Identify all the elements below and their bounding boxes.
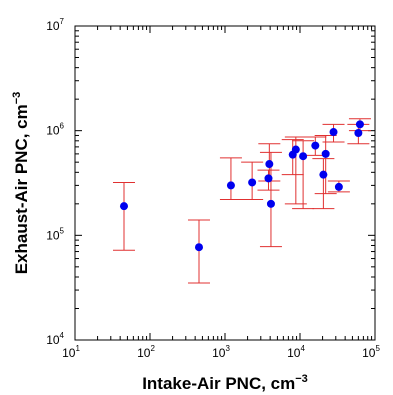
data-point: [354, 128, 363, 137]
y-axis-label: Exhaust-Air PNC, cm−3: [11, 92, 31, 275]
data-point: [311, 141, 320, 150]
data-point: [119, 202, 128, 211]
y-tick-label: 105: [46, 226, 64, 242]
data-point: [329, 128, 338, 137]
x-tick-label: 103: [212, 344, 230, 360]
x-tick-label: 102: [137, 344, 155, 360]
data-point: [319, 170, 328, 179]
axis-ticks: [74, 26, 375, 341]
y-tick-label: 106: [46, 122, 64, 138]
data-point: [265, 160, 274, 169]
data-point: [266, 199, 275, 208]
x-axis-label: Intake-Air PNC, cm−3: [142, 373, 308, 393]
data-point: [248, 178, 257, 187]
data-point: [291, 145, 300, 154]
data-point: [321, 149, 330, 158]
x-tick-label: 104: [287, 344, 305, 360]
x-tick-label: 101: [62, 344, 80, 360]
x-tick-label: 105: [362, 344, 380, 360]
plot-frame: [74, 25, 376, 341]
tick-labels: 101 102 103 104 105 104 105 106 107: [46, 17, 380, 360]
data-point: [194, 243, 203, 252]
data-point: [334, 182, 343, 191]
y-tick-label: 107: [46, 17, 64, 33]
data-point: [299, 152, 308, 161]
y-tick-label: 104: [46, 331, 64, 347]
data-point: [264, 174, 273, 183]
data-points: [119, 120, 364, 252]
data-point: [226, 181, 235, 190]
data-point: [355, 120, 364, 129]
error-bars: [112, 118, 371, 284]
